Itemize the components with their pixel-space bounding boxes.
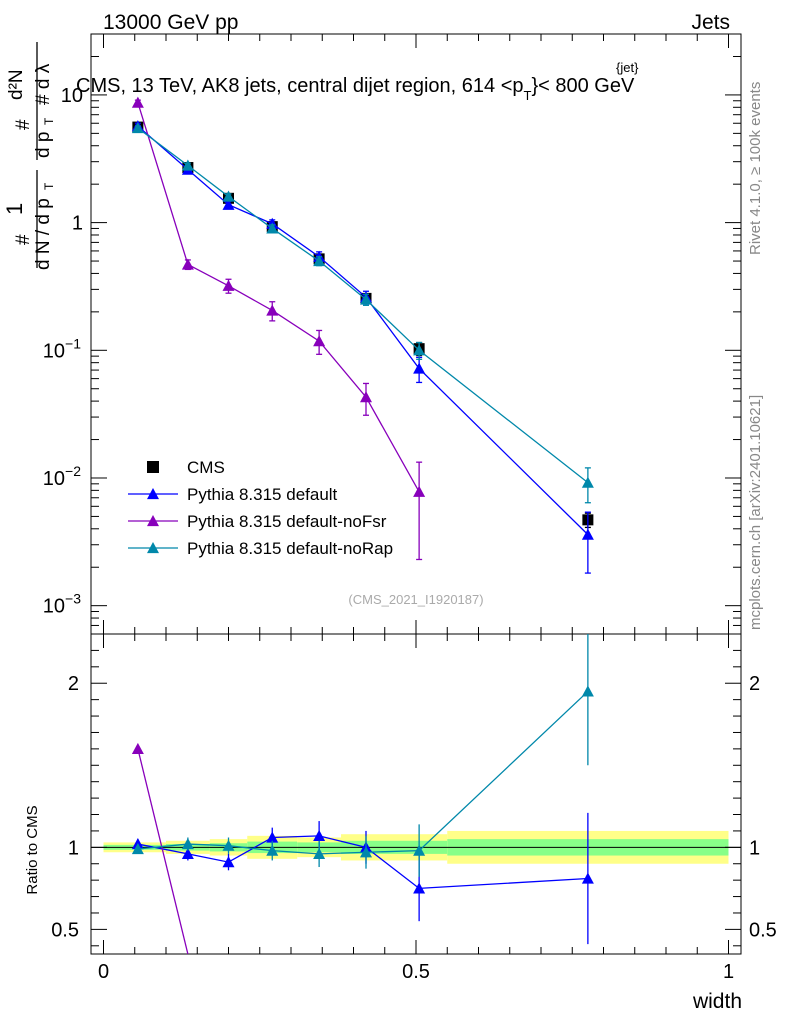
marker-noRap (131, 122, 144, 134)
ratio-line-default (137, 835, 588, 890)
marker-noRap (581, 476, 594, 488)
title-tail: }< 800 GeV (531, 75, 635, 97)
svg-text:T: T (42, 182, 56, 190)
marker-default (222, 198, 235, 210)
y-tick-label-main: 10 (61, 85, 83, 107)
legend-marker-noRap (147, 542, 159, 554)
y-tick-label-main: 10−3 (43, 591, 81, 618)
legend-marker-data (147, 461, 159, 473)
ratio-marker-noRap (181, 838, 194, 850)
ratio-marker-noRap (413, 844, 426, 856)
ratio-marker-noRap (581, 685, 594, 697)
y-tick-label-main: 1 (72, 213, 83, 235)
y-tick-label-main: 10−1 (43, 335, 81, 362)
ratio-frame (90, 633, 742, 955)
header-right: Jets (691, 11, 730, 34)
svg-text:# d λ: # d λ (33, 63, 54, 105)
header-left: 13000 GeV pp (103, 11, 238, 34)
ratio-marker-noRap (313, 847, 326, 859)
title-main: CMS, 13 TeV, AK8 jets, central dijet reg… (76, 75, 524, 97)
title-superscript: {jet} (616, 60, 639, 75)
x-tick-label: 1 (723, 961, 734, 983)
y-axis-label-ratio: Ratio to CMS (24, 805, 41, 894)
marker-noFsr (181, 258, 194, 270)
ratio-marker-default (313, 829, 326, 841)
marker-default (413, 362, 426, 374)
legend-marker-noFsr (147, 515, 159, 527)
ratio-marker-noRap (222, 839, 235, 851)
legend-label-noFsr: Pythia 8.315 default-noFsr (187, 512, 387, 531)
svg-text:#: # (13, 119, 34, 130)
legend-label-default: Pythia 8.315 default (187, 485, 338, 504)
series-line-noFsr (137, 102, 420, 493)
marker-default (581, 528, 594, 540)
svg-text:d p: d p (33, 132, 54, 158)
ratio-marker-noRap (266, 844, 279, 856)
svg-text:d N / d p: d N / d p (33, 198, 54, 270)
ratio-marker-default (266, 831, 279, 843)
legend-label-noRap: Pythia 8.315 default-noRap (187, 539, 393, 558)
marker-noFsr (413, 485, 426, 497)
mcplots-label: mcplots.cern.ch [arXiv:2401.10621] (747, 395, 764, 630)
x-tick-label: 0.5 (402, 961, 430, 983)
series-layer (131, 96, 594, 955)
marker-noFsr (222, 279, 235, 291)
analysis-id: (CMS_2021_I1920187) (348, 592, 483, 607)
y-tick-label-ratio-right: 1 (749, 837, 760, 859)
series-line-noRap (137, 127, 589, 484)
marker-noRap (360, 293, 372, 305)
marker-noRap (313, 255, 326, 267)
marker-noFsr (131, 96, 144, 108)
svg-text:d²N: d²N (6, 69, 27, 100)
marker-noRap (266, 222, 279, 234)
ratio-marker-default (413, 882, 426, 894)
svg-text:#: # (13, 234, 34, 245)
ratio-marker-default (181, 847, 194, 859)
y-tick-label-ratio: 0.5 (51, 919, 79, 941)
ratio-line-noRap (137, 690, 589, 855)
marker-noFsr (360, 391, 372, 403)
marker-noRap (181, 159, 194, 171)
marker-noFsr (266, 304, 279, 316)
legend-label-data: CMS (187, 458, 225, 477)
y-tick-label-ratio: 2 (68, 673, 79, 695)
marker-noRap (413, 344, 426, 356)
y-axis-label-main: # 1 d N / d p T # d²N d p T # d λ (2, 42, 56, 270)
marker-noFsr (313, 335, 326, 347)
ratio-marker-default (222, 856, 235, 868)
legend: CMS Pythia 8.315 default Pythia 8.315 defa… (128, 458, 393, 558)
y-tick-label-ratio-right: 0.5 (749, 919, 777, 941)
title-sub: T (524, 88, 532, 103)
ratio-marker-noRap (360, 846, 372, 858)
x-axis-label: width (692, 990, 742, 1013)
ratio-marker-noRap (131, 842, 144, 855)
ratio-marker-noFsr (131, 742, 144, 754)
marker-noRap (222, 190, 235, 202)
svg-text:T: T (42, 117, 56, 125)
y-tick-label-ratio-right: 2 (749, 673, 760, 695)
chart-title: CMS, 13 TeV, AK8 jets, central dijet reg… (76, 75, 635, 103)
ratio-marker-default (581, 872, 594, 884)
series-line-default (137, 125, 589, 536)
ratio-line-noFsr (137, 748, 189, 955)
svg-text:1: 1 (2, 203, 27, 215)
rivet-label: Rivet 4.1.0, ≥ 100k events (747, 82, 764, 255)
y-tick-label-main: 10−2 (43, 463, 81, 490)
x-tick-label: 0 (98, 961, 109, 983)
y-tick-label-ratio: 1 (68, 837, 79, 859)
legend-marker-default (147, 488, 159, 500)
